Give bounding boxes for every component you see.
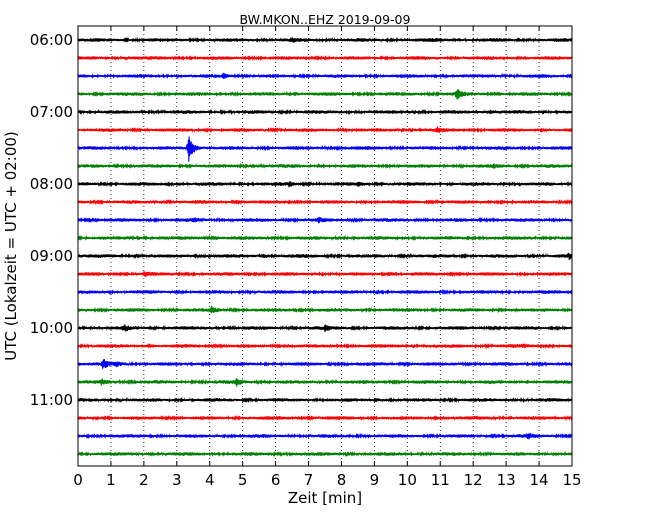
x-tick-label: 2 [139,471,149,489]
trace-0645 [77,88,573,100]
trace-0730 [77,136,573,162]
trace-0815 [77,198,573,205]
trace-1000 [77,324,573,332]
trace-0900 [77,252,573,260]
trace-1145 [77,451,573,457]
trace-0845 [77,234,573,241]
x-tick-label: 13 [497,471,516,489]
x-tick-label: 10 [398,471,417,489]
trace-1100 [77,397,573,404]
x-tick-label: 4 [205,471,215,489]
y-tick-label: 07:00 [30,103,73,121]
x-tick-label: 5 [238,471,248,489]
y-tick-label: 09:00 [30,247,73,265]
x-axis-label: Zeit [min] [288,489,362,507]
x-tick-label: 7 [304,471,314,489]
x-tick-label: 3 [172,471,182,489]
trace-1015 [77,342,573,349]
trace-0930 [77,289,573,296]
x-tick-label: 0 [73,471,83,489]
trace-0615 [77,54,573,62]
y-tick-label: 06:00 [30,31,73,49]
x-tick-label: 6 [271,471,281,489]
trace-0915 [77,270,573,278]
y-tick-label: 10:00 [30,319,73,337]
trace-1115 [77,414,573,421]
grid-layer [110,26,540,466]
trace-1130 [77,432,573,440]
x-tick-label: 15 [562,471,581,489]
x-tick-label: 14 [530,471,549,489]
plot-frame [77,25,573,467]
trace-0945 [77,305,573,314]
x-tick-label: 12 [464,471,483,489]
trace-layer [77,36,573,457]
chart-title: BW.MKON..EHZ 2019-09-09 [240,12,411,27]
y-axis-label: UTC (Lokalzeit = UTC + 02:00) [2,131,20,361]
x-axis: 0 1 2 3 4 5 6 7 8 9 10 11 12 13 14 15 [73,26,582,489]
trace-0630 [77,72,573,80]
trace-0715 [77,126,573,134]
y-axis: 06:00 07:00 08:00 09:00 10:00 11:00 [30,31,572,409]
trace-1045 [77,378,573,387]
x-tick-label: 1 [106,471,116,489]
x-tick-label: 11 [431,471,450,489]
trace-1030 [77,359,573,369]
trace-0745 [77,163,573,170]
x-tick-label: 9 [370,471,380,489]
trace-0830 [77,216,573,224]
trace-0700 [77,109,573,115]
y-tick-label: 08:00 [30,175,73,193]
x-tick-label: 8 [337,471,347,489]
y-tick-label: 11:00 [30,391,73,409]
trace-0600 [77,36,573,44]
trace-0800 [77,180,573,188]
